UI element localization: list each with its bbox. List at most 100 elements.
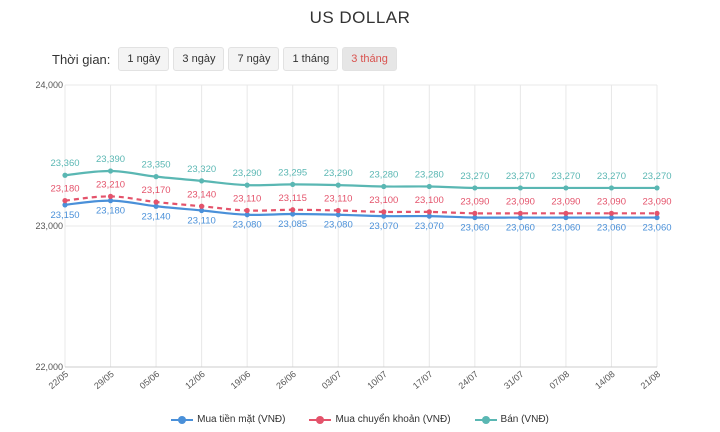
data-label-b-n-vn-: 23,295 — [278, 167, 307, 178]
data-label-mua-chuy-n-kho-n-vn-: 23,090 — [551, 196, 580, 207]
data-point-mua-ti-n-m-t-vn- — [654, 214, 660, 221]
x-tick-label: 24/07 — [456, 369, 480, 391]
data-point-b-n-vn- — [654, 185, 660, 191]
data-label-mua-ti-n-m-t-vn-: 23,140 — [142, 211, 171, 222]
data-label-mua-ti-n-m-t-vn-: 23,085 — [278, 219, 307, 230]
data-label-b-n-vn-: 23,270 — [506, 171, 535, 182]
data-label-mua-chuy-n-kho-n-vn-: 23,110 — [324, 193, 352, 204]
x-tick-label: 12/06 — [183, 369, 207, 391]
data-label-mua-chuy-n-kho-n-vn-: 23,210 — [96, 179, 125, 190]
data-point-mua-chuy-n-kho-n-vn- — [153, 199, 159, 205]
data-point-mua-chuy-n-kho-n-vn- — [608, 210, 615, 216]
data-point-mua-ti-n-m-t-vn- — [426, 213, 432, 219]
data-point-mua-chuy-n-kho-n-vn- — [472, 210, 478, 216]
data-point-b-n-vn- — [608, 185, 615, 191]
data-point-b-n-vn- — [244, 182, 250, 188]
data-label-b-n-vn-: 23,350 — [142, 160, 171, 171]
data-point-mua-chuy-n-kho-n-vn- — [199, 203, 205, 209]
data-label-b-n-vn-: 23,270 — [551, 171, 580, 182]
data-label-b-n-vn-: 23,270 — [460, 171, 489, 182]
x-tick-label: 19/06 — [229, 369, 253, 391]
data-label-mua-chuy-n-kho-n-vn-: 23,140 — [187, 189, 216, 200]
data-point-mua-chuy-n-kho-n-vn- — [654, 210, 660, 216]
data-label-mua-ti-n-m-t-vn-: 23,060 — [597, 223, 626, 234]
data-label-mua-ti-n-m-t-vn-: 23,060 — [551, 223, 580, 234]
data-point-mua-ti-n-m-t-vn- — [472, 214, 478, 221]
time-range-label: Thời gian: — [52, 51, 111, 67]
data-point-mua-chuy-n-kho-n-vn- — [426, 209, 432, 215]
range-3-days-button[interactable]: 3 ngày — [173, 47, 225, 71]
range-1-month-button[interactable]: 1 tháng — [283, 47, 339, 71]
data-point-mua-ti-n-m-t-vn- — [563, 214, 569, 221]
data-label-mua-chuy-n-kho-n-vn-: 23,170 — [142, 185, 171, 196]
data-label-b-n-vn-: 23,290 — [324, 168, 353, 179]
y-tick-label: 24,000 — [35, 80, 63, 90]
x-tick-label: 10/07 — [365, 369, 389, 391]
data-point-mua-chuy-n-kho-n-vn- — [563, 210, 569, 216]
data-label-b-n-vn-: 23,320 — [187, 164, 216, 175]
series-line-mua-chuy-n-kho-n-vn- — [64, 195, 657, 215]
y-tick-label: 23,000 — [35, 221, 63, 231]
data-label-mua-ti-n-m-t-vn-: 23,180 — [96, 206, 125, 217]
data-point-b-n-vn- — [153, 174, 159, 180]
data-point-b-n-vn- — [62, 172, 68, 178]
data-point-mua-chuy-n-kho-n-vn- — [244, 207, 250, 214]
data-label-mua-chuy-n-kho-n-vn-: 23,090 — [506, 196, 535, 207]
data-point-mua-chuy-n-kho-n-vn- — [107, 193, 114, 199]
data-label-mua-chuy-n-kho-n-vn-: 23,090 — [460, 196, 489, 207]
data-point-mua-chuy-n-kho-n-vn- — [290, 207, 296, 213]
legend-label-sell: Bán (VNĐ) — [500, 414, 549, 425]
data-label-b-n-vn-: 23,290 — [233, 168, 262, 179]
data-label-mua-ti-n-m-t-vn-: 23,070 — [415, 221, 444, 232]
data-label-mua-ti-n-m-t-vn-: 23,080 — [233, 220, 262, 231]
data-point-mua-ti-n-m-t-vn- — [62, 202, 68, 208]
legend-item-sell[interactable]: Bán (VNĐ) — [474, 414, 549, 425]
data-point-b-n-vn- — [290, 181, 296, 188]
series-line-mua-ti-n-m-t-vn- — [64, 199, 657, 219]
y-tick-label: 22,000 — [35, 362, 63, 372]
x-tick-label: 29/05 — [92, 369, 116, 391]
data-point-mua-chuy-n-kho-n-vn- — [381, 209, 387, 215]
data-label-b-n-vn-: 23,360 — [50, 158, 79, 169]
range-3-months-button[interactable]: 3 tháng — [342, 47, 397, 71]
data-point-mua-ti-n-m-t-vn- — [290, 211, 296, 217]
x-tick-label: 07/08 — [548, 369, 572, 391]
legend-swatch-cash-buy — [171, 415, 194, 424]
data-point-mua-ti-n-m-t-vn- — [381, 213, 387, 219]
data-label-mua-chuy-n-kho-n-vn-: 23,100 — [369, 195, 398, 206]
time-range-selector: Thời gian: 1 ngày 3 ngày 7 ngày 1 tháng … — [52, 47, 401, 71]
data-point-mua-ti-n-m-t-vn- — [199, 207, 205, 214]
legend-item-cash-buy[interactable]: Mua tiền mặt (VNĐ) — [171, 414, 285, 425]
data-label-mua-ti-n-m-t-vn-: 23,070 — [369, 221, 398, 232]
legend-swatch-sell — [474, 415, 497, 424]
data-point-b-n-vn- — [472, 185, 478, 191]
data-point-mua-ti-n-m-t-vn- — [335, 212, 341, 218]
chart-legend: Mua tiền mặt (VNĐ) Mua chuyển khoản (VNĐ… — [0, 414, 720, 425]
data-point-mua-ti-n-m-t-vn- — [608, 214, 615, 221]
data-point-b-n-vn- — [199, 178, 205, 184]
data-point-mua-ti-n-m-t-vn- — [153, 203, 159, 209]
data-label-b-n-vn-: 23,390 — [96, 154, 125, 165]
data-label-mua-ti-n-m-t-vn-: 23,060 — [460, 223, 489, 234]
x-tick-label: 21/08 — [639, 369, 663, 391]
data-label-mua-chuy-n-kho-n-vn-: 23,090 — [597, 196, 626, 207]
data-label-b-n-vn-: 23,280 — [415, 170, 444, 181]
data-label-b-n-vn-: 23,270 — [642, 171, 671, 182]
x-tick-label: 26/06 — [274, 369, 298, 391]
data-label-b-n-vn-: 23,280 — [369, 170, 398, 181]
data-label-mua-chuy-n-kho-n-vn-: 23,110 — [233, 193, 261, 204]
data-point-mua-chuy-n-kho-n-vn- — [62, 198, 68, 204]
range-1-day-button[interactable]: 1 ngày — [118, 47, 170, 71]
data-label-b-n-vn-: 23,270 — [597, 171, 626, 182]
data-label-mua-chuy-n-kho-n-vn-: 23,090 — [642, 196, 671, 207]
data-point-mua-chuy-n-kho-n-vn- — [335, 207, 341, 214]
legend-swatch-transfer-buy — [309, 415, 332, 424]
range-7-days-button[interactable]: 7 ngày — [228, 47, 280, 71]
data-point-b-n-vn- — [517, 185, 523, 191]
legend-item-transfer-buy[interactable]: Mua chuyển khoản (VNĐ) — [309, 414, 451, 425]
chart-title: US DOLLAR — [309, 8, 411, 27]
x-tick-label: 22/05 — [47, 369, 71, 391]
x-tick-label: 17/07 — [411, 369, 435, 391]
data-label-mua-ti-n-m-t-vn-: 23,150 — [50, 210, 79, 221]
